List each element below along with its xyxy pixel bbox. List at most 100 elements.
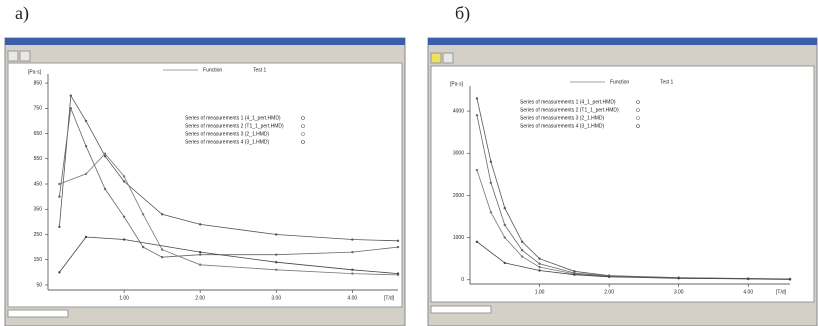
data-point (607, 275, 611, 279)
legend-marker (636, 108, 640, 112)
data-point (275, 253, 278, 256)
data-point (122, 238, 126, 241)
status-field (7, 309, 69, 318)
data-point (503, 236, 506, 239)
y-tick-label: 50 (36, 282, 42, 288)
legend-entry: Series of measurements 4 (3_1.HMD) (520, 123, 605, 129)
y-tick-label: 850 (34, 80, 43, 86)
data-point (122, 175, 126, 178)
data-point (489, 160, 493, 163)
x-axis-label: [T/d] (384, 295, 395, 301)
legend-entry: Series of measurements 3 (2_1.HMD) (185, 131, 270, 137)
legend-marker (636, 100, 640, 104)
panel-label: а) (15, 3, 29, 24)
toolbar-button[interactable] (430, 52, 442, 64)
data-point (122, 180, 126, 183)
toolbar-button[interactable] (7, 50, 19, 62)
y-tick-label: 4000 (453, 108, 464, 114)
data-point (538, 265, 541, 269)
data-point (475, 240, 479, 244)
title-bar (428, 38, 817, 45)
data-point (69, 94, 73, 97)
legend-entry: Series of measurements 2 (T1_1_pert.HMD) (185, 123, 284, 129)
window-b (427, 37, 818, 326)
test-label: Test 1 (253, 67, 267, 73)
data-point (84, 144, 88, 148)
y-tick-label: 450 (34, 181, 43, 187)
data-point (198, 223, 202, 226)
data-point (69, 107, 73, 110)
data-point (58, 195, 61, 198)
legend-marker (301, 116, 305, 120)
chart-area (7, 62, 403, 308)
legend-entry: Series of measurements 3 (2_1.HMD) (520, 115, 605, 121)
series-line (59, 153, 399, 276)
data-point (84, 172, 88, 176)
y-tick-label: 150 (34, 257, 43, 263)
data-point (489, 181, 493, 184)
legend-marker (636, 116, 640, 120)
data-point (475, 114, 479, 117)
data-point (103, 187, 107, 191)
window-a (4, 37, 406, 326)
x-tick-label: 4.00 (347, 295, 357, 301)
x-tick-label: 3.00 (674, 289, 684, 295)
data-point (160, 255, 164, 259)
data-point (396, 245, 400, 249)
data-point (198, 263, 202, 266)
data-point (198, 250, 202, 254)
data-point (160, 213, 164, 216)
data-point (84, 119, 88, 123)
data-point (573, 273, 576, 276)
data-point (275, 261, 278, 264)
data-point (677, 277, 680, 280)
legend-marker (301, 124, 305, 128)
data-point (396, 239, 400, 242)
legend-marker (636, 124, 640, 128)
x-tick-label: 2.00 (604, 289, 614, 295)
y-tick-label: 1000 (453, 235, 464, 241)
data-point (58, 182, 61, 186)
y-tick-label: 0 (461, 277, 464, 283)
data-point (503, 261, 506, 265)
data-point (84, 235, 88, 239)
y-tick-label: 250 (34, 232, 43, 238)
data-point (58, 271, 61, 274)
data-point (503, 206, 506, 210)
y-axis-label: [Pa·s] (450, 81, 464, 87)
header: Function (203, 67, 222, 73)
data-point (141, 213, 145, 216)
data-point (275, 233, 278, 236)
legend-entry: Series of measurements 2 (T1_1_pert.HMD) (520, 107, 619, 113)
y-tick-label: 550 (34, 156, 43, 162)
data-point (275, 268, 278, 272)
data-point (475, 168, 479, 172)
data-point (351, 268, 354, 272)
series-line (59, 94, 399, 242)
toolbar-button[interactable] (442, 52, 454, 64)
x-tick-label: 2.00 (195, 295, 205, 301)
data-point (58, 225, 61, 229)
data-point (103, 155, 107, 158)
series-line (476, 241, 791, 280)
data-point (160, 248, 164, 251)
chart-area (430, 65, 815, 303)
status-field (430, 305, 492, 314)
data-point (103, 152, 107, 155)
data-point (538, 257, 541, 260)
data-point (351, 250, 354, 254)
data-point (396, 272, 400, 275)
data-point (747, 277, 750, 281)
y-tick-label: 650 (34, 131, 43, 137)
header: Function (610, 79, 629, 85)
panel-label: б) (455, 3, 470, 24)
title-bar (5, 38, 405, 45)
data-point (573, 270, 576, 273)
toolbar-button[interactable] (19, 50, 31, 62)
data-point (122, 215, 126, 219)
data-point (489, 211, 493, 214)
y-tick-label: 3000 (453, 151, 464, 157)
legend-entry: Series of measurements 4 (3_1.HMD) (185, 139, 270, 145)
